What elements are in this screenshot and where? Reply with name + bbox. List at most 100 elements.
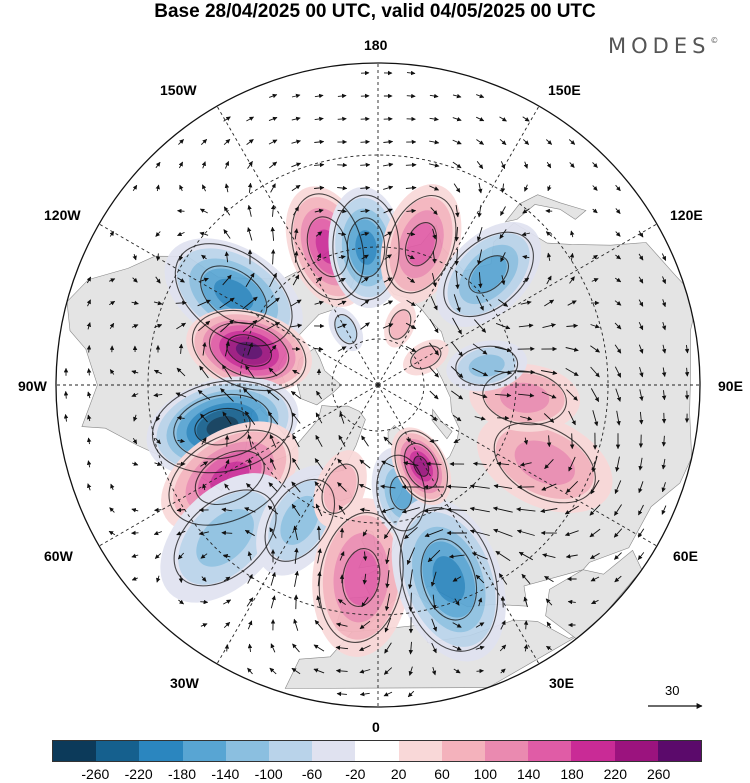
wind-vector [223, 621, 231, 629]
wind-vector [266, 389, 280, 401]
wind-vector [247, 551, 253, 561]
wind-vector [359, 669, 371, 674]
lon-label-0: 0 [372, 719, 380, 735]
contour-line [291, 193, 365, 301]
wind-vector [638, 411, 644, 425]
wind-vector [176, 415, 185, 421]
wind-vector [405, 346, 417, 352]
wind-vector [592, 410, 599, 427]
wind-vector [131, 576, 138, 581]
wind-vector [475, 622, 485, 628]
wind-vector [408, 592, 414, 612]
wind-vector [516, 529, 535, 536]
wind-vector [224, 341, 230, 357]
colorbar-tick-label: 20 [390, 766, 407, 782]
wind-vector [541, 483, 557, 491]
colorbar-tick-label: -100 [254, 766, 283, 782]
wind-vector [245, 365, 255, 379]
wind-vector [131, 553, 139, 558]
wind-vector [337, 323, 347, 329]
wind-vector [223, 553, 231, 559]
wind-vector [545, 231, 553, 237]
wind-vector [292, 434, 300, 448]
wind-vector [156, 575, 161, 583]
wind-vector [109, 322, 115, 329]
wind-vector [429, 318, 439, 334]
wind-vector [360, 322, 370, 330]
wind-vector [424, 529, 444, 538]
wind-vector [222, 364, 232, 380]
wind-vector [154, 461, 162, 467]
wind-vector [661, 253, 667, 261]
wind-vector [406, 70, 416, 76]
wind-vector [154, 507, 162, 513]
wind-vector [448, 554, 465, 559]
wind-vector [270, 643, 276, 653]
wind-vector [199, 231, 209, 237]
wind-vector [661, 505, 667, 515]
wind-vector [291, 667, 301, 675]
wind-vector [493, 528, 513, 537]
wind-vector [383, 208, 393, 214]
wind-vector [431, 618, 438, 632]
wind-vector [290, 323, 303, 328]
wind-vector [547, 185, 552, 192]
colorbar-tick-label: -180 [167, 766, 197, 782]
wind-vector [446, 484, 468, 489]
wind-vector [197, 389, 211, 401]
contour-line [403, 442, 439, 490]
wind-vector [313, 668, 325, 674]
wind-vector [498, 573, 508, 585]
wind-vector [428, 163, 440, 168]
wind-vector [446, 507, 468, 512]
wind-vector [432, 594, 437, 610]
wind-vector [360, 139, 370, 145]
wind-vector [615, 254, 621, 260]
wind-vector [292, 369, 300, 375]
wind-vector [500, 206, 506, 216]
wind-vector [613, 528, 623, 538]
wind-vector [615, 231, 621, 237]
anomaly-level [432, 556, 466, 603]
wind-vector [247, 620, 253, 630]
wind-vector [176, 507, 186, 513]
wind-vector [541, 370, 558, 375]
wind-vector [569, 276, 575, 284]
wind-vector [426, 461, 442, 467]
wind-vector [242, 388, 258, 402]
wind-vector [590, 345, 600, 353]
wind-vector [247, 182, 253, 193]
wind-vector [132, 184, 138, 192]
wind-vector [314, 481, 324, 493]
latitude-circle [331, 338, 425, 432]
wind-vector [316, 390, 322, 400]
wind-vector [589, 504, 601, 516]
wind-vector [452, 414, 462, 422]
wind-vector [247, 667, 253, 675]
wind-vector [383, 300, 394, 306]
anomaly-level [470, 256, 507, 293]
wind-vector [176, 530, 186, 536]
wind-vector [661, 344, 667, 354]
colorbar-segment [657, 741, 702, 761]
wind-vector [453, 183, 461, 193]
wind-vector [268, 482, 278, 492]
wind-vector [407, 569, 413, 590]
wind-vector [522, 116, 530, 122]
wind-vector [407, 231, 416, 237]
wind-vector [131, 508, 139, 513]
wind-vector [247, 643, 253, 652]
colorbar-segment [139, 741, 183, 761]
wind-vector [109, 300, 116, 306]
wind-vector [566, 323, 579, 329]
wind-vector [247, 342, 253, 356]
wind-vector [469, 484, 490, 489]
colorbar-segment [96, 741, 140, 761]
wind-vector [567, 300, 577, 306]
reference-vector-label: 30 [665, 683, 680, 698]
wind-vector [638, 299, 644, 307]
wind-vector [570, 230, 575, 238]
anomaly-level [196, 509, 254, 567]
wind-vector [292, 643, 300, 653]
wind-vector [383, 691, 393, 697]
